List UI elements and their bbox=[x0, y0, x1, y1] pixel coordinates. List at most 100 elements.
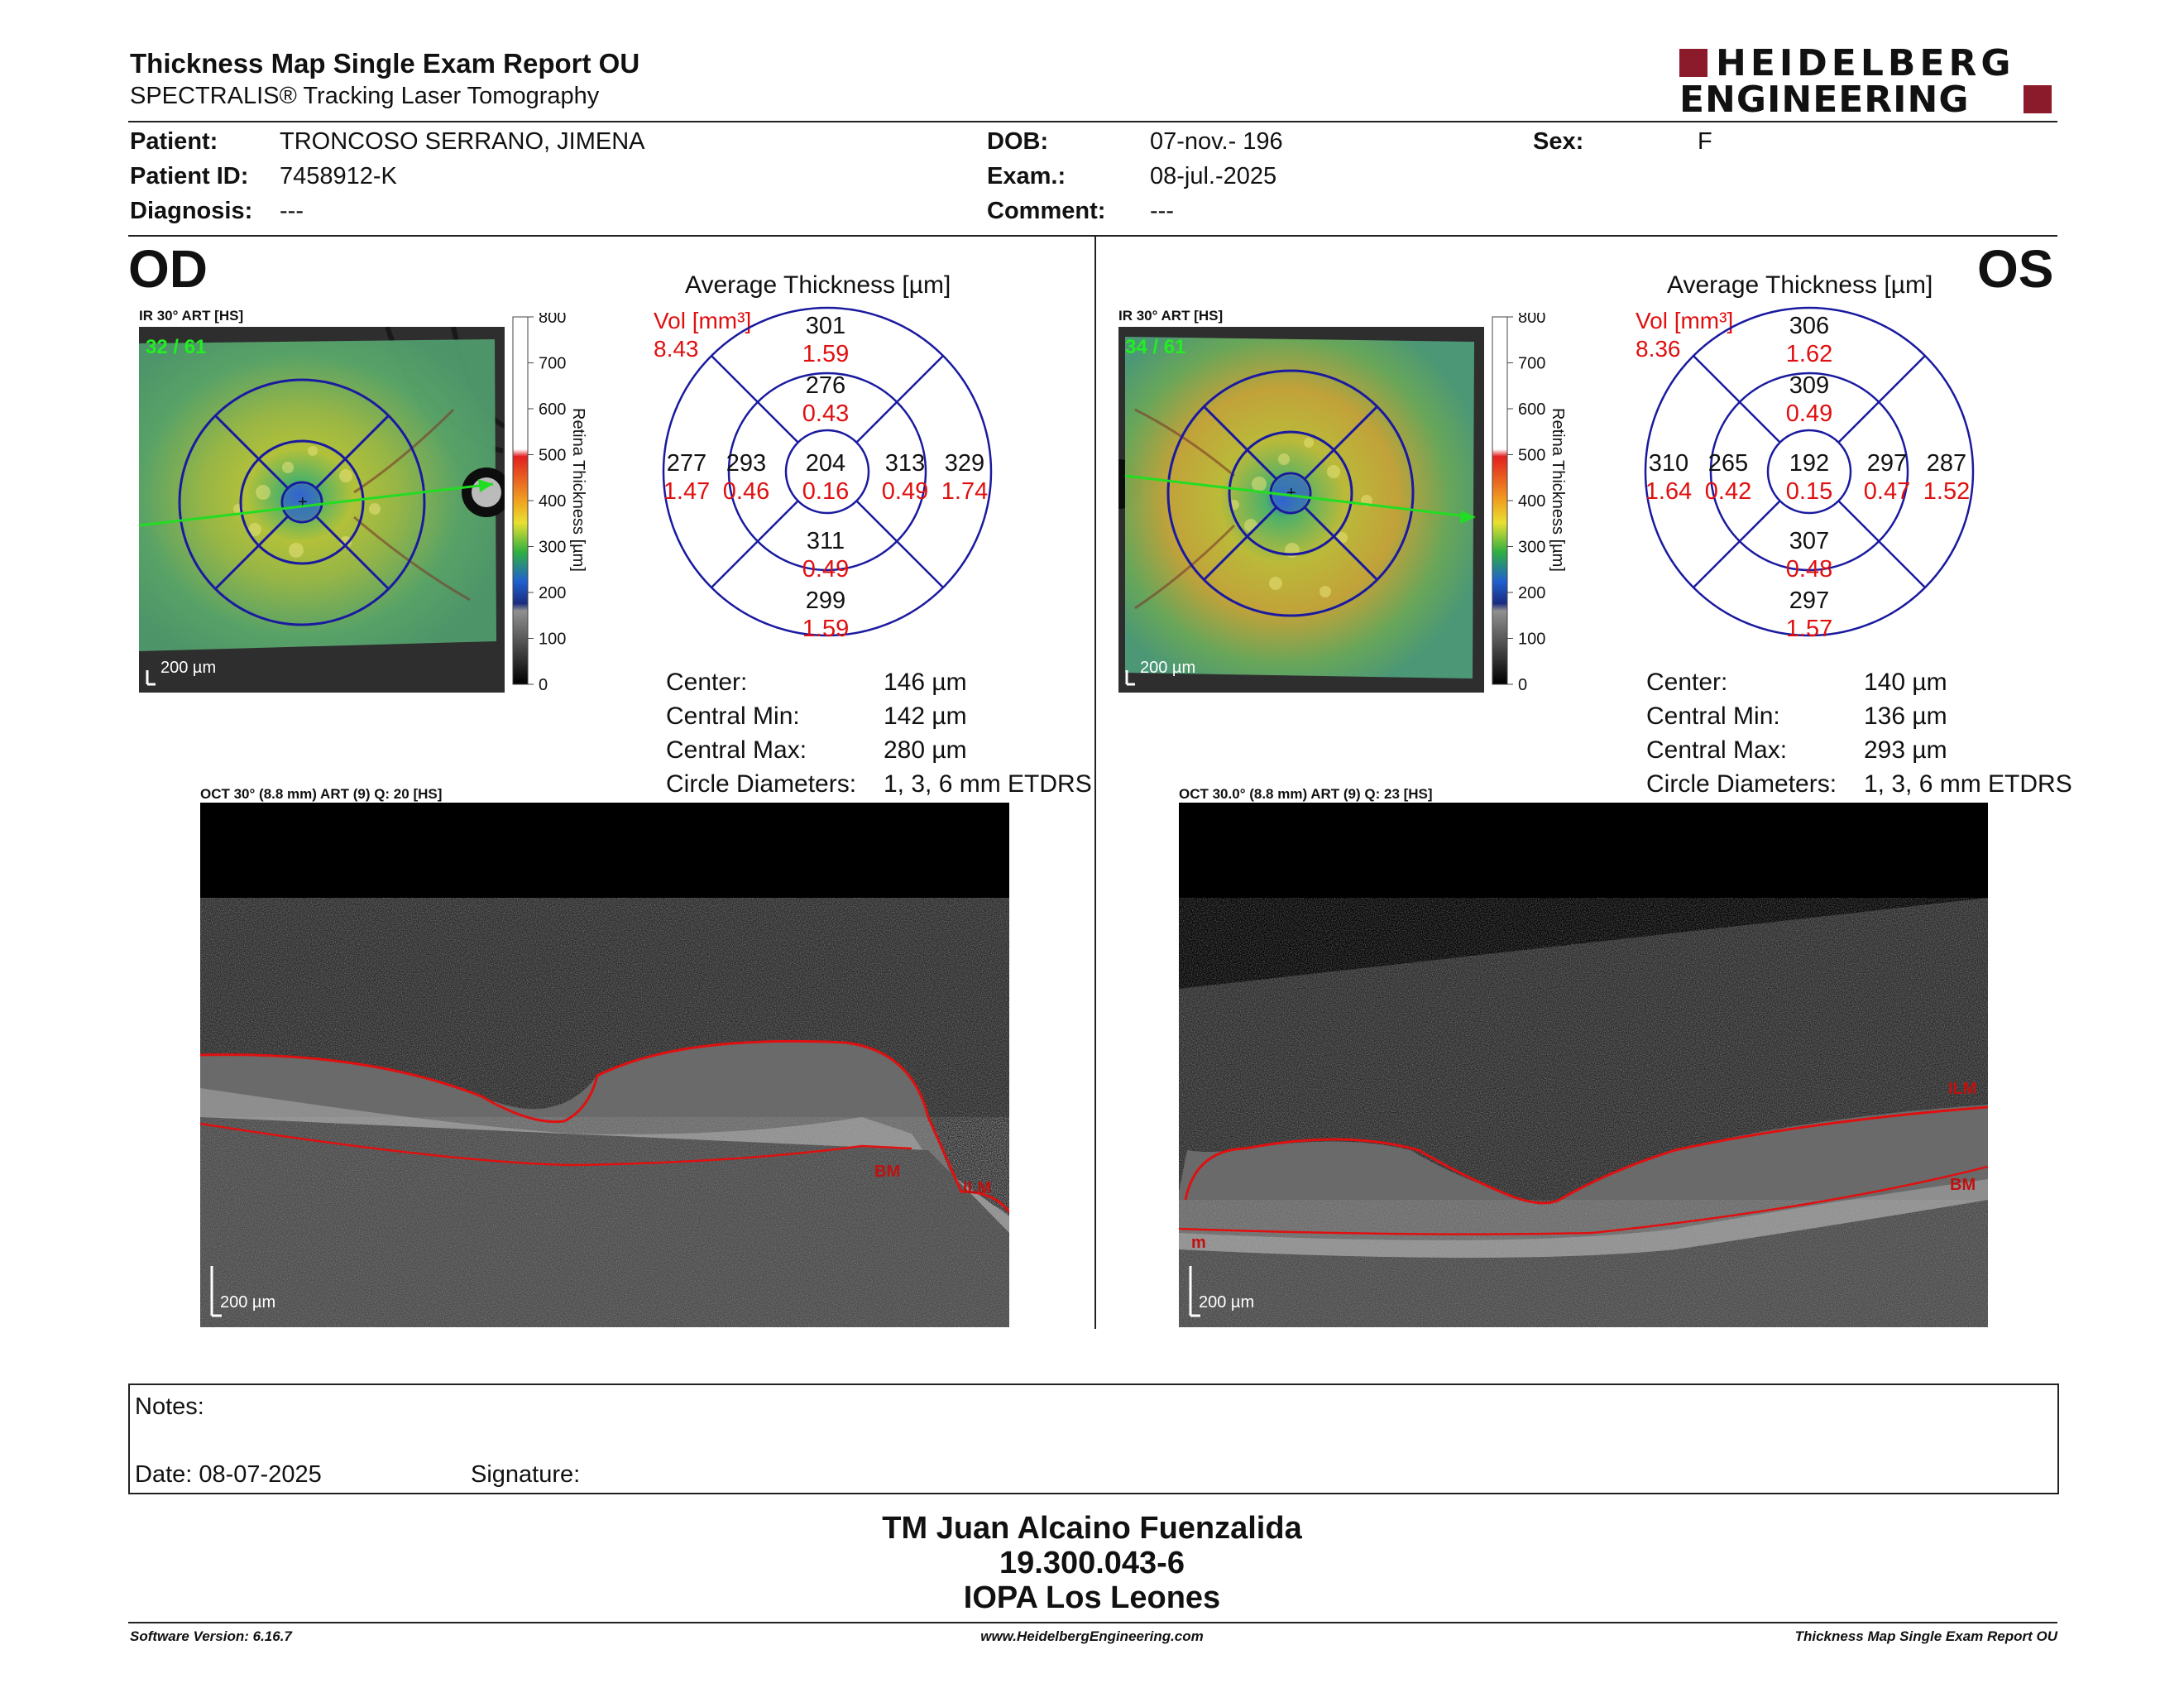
os-etdrs-grid bbox=[1644, 306, 1975, 637]
heidelberg-logo: HEIDELBERG ENGINEERING bbox=[1679, 42, 2060, 121]
od-colorbar: 800 700 600 500 400 300 200 100 0 Retina Thickne… bbox=[512, 313, 587, 693]
od-inner-left-volume: 0.46 bbox=[722, 478, 770, 505]
od-center-volume: 0.16 bbox=[802, 478, 850, 505]
od-stat-min-value: 142 µm bbox=[884, 703, 967, 730]
os-inner-inf-volume: 0.48 bbox=[1785, 556, 1833, 583]
od-outer-right-volume: 1.74 bbox=[941, 478, 989, 505]
os-outer-right-thickness: 287 bbox=[1926, 450, 1967, 477]
patient-name: TRONCOSO SERRANO, JIMENA bbox=[280, 128, 645, 155]
os-stat-center-label: Center: bbox=[1646, 669, 1728, 696]
od-inner-inf-thickness: 311 bbox=[806, 528, 845, 554]
patient-id: 7458912-K bbox=[280, 163, 397, 189]
od-stat-min-label: Central Min: bbox=[666, 703, 800, 730]
od-inner-sup-thickness: 276 bbox=[805, 372, 846, 399]
os-stat-min-label: Central Min: bbox=[1646, 703, 1780, 730]
os-thickness-map: + 34 / 61 200 µm bbox=[1118, 327, 1484, 693]
os-oct-label-bm: BM bbox=[1950, 1176, 1976, 1194]
colorbar-tick-label: 700 bbox=[539, 355, 566, 373]
os-outer-inf-thickness: 297 bbox=[1789, 587, 1830, 614]
colorbar-tick-label: 100 bbox=[1518, 631, 1545, 649]
od-outer-sup-thickness: 301 bbox=[805, 313, 846, 339]
os-stat-diam-value: 1, 3, 6 mm ETDRS bbox=[1864, 770, 2072, 798]
os-inner-sup-volume: 0.49 bbox=[1785, 400, 1833, 427]
os-inner-left-thickness: 265 bbox=[1707, 450, 1749, 477]
od-stat-center-label: Center: bbox=[666, 669, 748, 696]
signature-institution: IOPA Los Leones bbox=[963, 1580, 1221, 1615]
os-stat-max-value: 293 µm bbox=[1864, 736, 1947, 764]
os-outer-left-volume: 1.64 bbox=[1645, 478, 1693, 505]
colorbar-tick-label: 600 bbox=[539, 400, 566, 419]
od-inner-right-thickness: 313 bbox=[884, 450, 926, 477]
colorbar-tick-label: 0 bbox=[1518, 676, 1527, 693]
os-inner-inf-thickness: 307 bbox=[1789, 528, 1830, 554]
od-vol-total: 8.43 bbox=[654, 336, 699, 362]
colorbar-tick-label: 0 bbox=[539, 676, 548, 693]
os-oct-bscan: ILM BM m 200 µm bbox=[1179, 803, 1988, 1327]
colorbar-tick-label: 600 bbox=[1518, 400, 1545, 419]
colorbar-tick-label: 200 bbox=[539, 584, 566, 602]
comment-label: Comment: bbox=[987, 198, 1106, 224]
notes-label: Notes: bbox=[135, 1393, 204, 1420]
patient-label: Patient: bbox=[130, 128, 218, 155]
colorbar-tick-label: 200 bbox=[1518, 584, 1545, 602]
os-stat-max-label: Central Max: bbox=[1646, 736, 1788, 764]
od-oct-header: OCT 30° (8.8 mm) ART (9) Q: 20 [HS] bbox=[200, 786, 443, 802]
colorbar-tick-label: 400 bbox=[1518, 492, 1545, 511]
os-stat-center-value: 140 µm bbox=[1864, 669, 1947, 696]
od-inner-sup-volume: 0.43 bbox=[802, 400, 850, 427]
svg-text:+: + bbox=[298, 493, 308, 511]
dob-value: 07-nov.- 196 bbox=[1150, 128, 1283, 155]
os-inner-right-thickness: 297 bbox=[1866, 450, 1908, 477]
od-eye-label: OD bbox=[128, 239, 208, 299]
od-avg-title: Average Thickness [µm] bbox=[685, 271, 951, 299]
os-inner-sup-thickness: 309 bbox=[1789, 372, 1830, 399]
os-center-volume: 0.15 bbox=[1785, 478, 1833, 505]
dob-label: DOB: bbox=[987, 128, 1049, 155]
os-oct-header: OCT 30.0° (8.8 mm) ART (9) Q: 23 [HS] bbox=[1179, 786, 1433, 802]
os-oct-scale: 200 µm bbox=[1199, 1293, 1254, 1312]
diagnosis-label: Diagnosis: bbox=[130, 198, 253, 224]
od-outer-right-thickness: 329 bbox=[944, 450, 985, 477]
od-outer-left-thickness: 277 bbox=[666, 450, 707, 477]
os-center-thickness: 192 bbox=[1789, 450, 1830, 477]
od-stat-diam-value: 1, 3, 6 mm ETDRS bbox=[884, 770, 1092, 798]
colorbar-tick-label: 800 bbox=[539, 313, 566, 327]
footer-website[interactable]: www.HeidelbergEngineering.com bbox=[980, 1628, 1204, 1644]
colorbar-tick-label: 100 bbox=[539, 631, 566, 649]
od-inner-inf-volume: 0.49 bbox=[802, 556, 850, 583]
od-thickness-map: + 32 / 61 200 µm bbox=[139, 327, 505, 693]
colorbar-tick-label: 400 bbox=[539, 492, 566, 511]
od-ir-header: IR 30° ART [HS] bbox=[139, 308, 244, 324]
od-stat-center-value: 146 µm bbox=[884, 669, 967, 696]
report-title: Thickness Map Single Exam Report OU bbox=[130, 48, 640, 79]
notes-box[interactable]: Notes: Date: 08-07-2025 Signature: bbox=[128, 1383, 2059, 1494]
od-etdrs-grid bbox=[662, 306, 993, 637]
logo-line1: HEIDELBERG bbox=[1716, 42, 2015, 84]
notes-signature-label: Signature: bbox=[471, 1461, 581, 1488]
colorbar-tick-label: 300 bbox=[1518, 539, 1545, 557]
od-outer-inf-volume: 1.59 bbox=[802, 616, 850, 642]
comment-value: --- bbox=[1150, 198, 1174, 224]
od-oct-label-ilm: ILM bbox=[963, 1179, 991, 1197]
exam-value: 08-jul.-2025 bbox=[1150, 163, 1277, 189]
colorbar-tick-label: 500 bbox=[539, 447, 566, 465]
colorbar-tick-label: 500 bbox=[1518, 447, 1545, 465]
diagnosis-value: --- bbox=[280, 198, 304, 224]
od-oct-bscan: BM ILM 200 µm bbox=[200, 803, 1009, 1327]
os-outer-sup-thickness: 306 bbox=[1789, 313, 1830, 339]
os-outer-right-volume: 1.52 bbox=[1923, 478, 1971, 505]
signature-name: TM Juan Alcaino Fuenzalida bbox=[882, 1511, 1302, 1546]
od-stat-max-label: Central Max: bbox=[666, 736, 807, 764]
os-eye-label: OS bbox=[1977, 239, 2054, 299]
os-vol-total: 8.36 bbox=[1636, 336, 1681, 362]
os-ir-header: IR 30° ART [HS] bbox=[1118, 308, 1224, 324]
od-oct-label-bm: BM bbox=[874, 1163, 900, 1181]
svg-text:+: + bbox=[1286, 484, 1296, 502]
od-vol-label: Vol [mm³] bbox=[654, 308, 752, 333]
os-outer-sup-volume: 1.62 bbox=[1785, 341, 1833, 367]
od-outer-sup-volume: 1.59 bbox=[802, 341, 850, 367]
os-colorbar-title: Retina Thickness [µm] bbox=[1549, 408, 1567, 572]
sex-value: F bbox=[1698, 128, 1712, 155]
os-oct-label-m: m bbox=[1191, 1234, 1206, 1252]
footer-software: Software Version: 6.16.7 bbox=[130, 1628, 292, 1644]
